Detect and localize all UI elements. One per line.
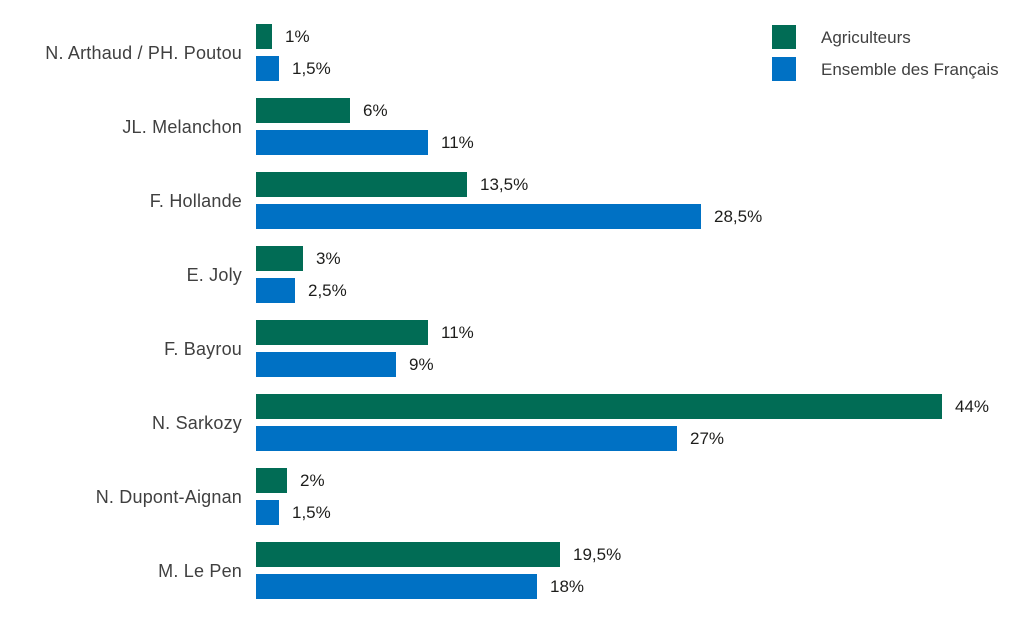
bar-line: 2%	[256, 468, 1009, 493]
chart-row: N. Arthaud / PH. Poutou 1% 1,5%	[0, 24, 1009, 81]
bar-line: 28,5%	[256, 204, 1009, 229]
category-label: F. Bayrou	[164, 338, 242, 359]
chart-row: JL. Melanchon 6% 11%	[0, 98, 1009, 155]
value-label: 1,5%	[292, 503, 331, 522]
legend-item-ensemble-des-francais: Ensemble des Français	[772, 57, 999, 81]
value-label: 1,5%	[292, 59, 331, 78]
chart-row: M. Le Pen 19,5% 18%	[0, 542, 1009, 599]
value-label: 44%	[955, 397, 990, 416]
category-label: E. Joly	[186, 264, 242, 285]
bar-ensemble-des-francais	[256, 426, 677, 451]
bar-ensemble-des-francais	[256, 56, 279, 81]
bar-agriculteurs	[256, 172, 467, 197]
bar-group: 6% 11%	[256, 98, 1009, 155]
bar-ensemble-des-francais	[256, 130, 428, 155]
value-label: 9%	[409, 355, 434, 374]
bar-line: 11%	[256, 130, 1009, 155]
bar-line: 1,5%	[256, 56, 1009, 81]
bar-agriculteurs	[256, 24, 272, 49]
chart-row: F. Bayrou 11% 9%	[0, 320, 1009, 377]
bar-line: 13,5%	[256, 172, 1009, 197]
value-label: 11%	[441, 133, 474, 152]
bar-ensemble-des-francais	[256, 500, 279, 525]
bar-ensemble-des-francais	[256, 204, 701, 229]
legend-item-agriculteurs: Agriculteurs	[772, 25, 999, 49]
bar-line: 9%	[256, 352, 1009, 377]
category-label: N. Sarkozy	[151, 412, 242, 433]
bar-group: 11% 9%	[256, 320, 1009, 377]
category-label: N. Dupont-Aignan	[95, 486, 242, 507]
bar-agriculteurs	[256, 468, 287, 493]
legend-swatch-ensemble-des-francais-icon	[772, 57, 796, 81]
bar-line: 1,5%	[256, 500, 1009, 525]
bar-line: 6%	[256, 98, 1009, 123]
category-label: M. Le Pen	[158, 560, 242, 581]
bar-ensemble-des-francais	[256, 352, 396, 377]
value-label: 19,5%	[573, 545, 622, 564]
bar-agriculteurs	[256, 394, 942, 419]
bar-rows: N. Arthaud / PH. Poutou 1% 1,5% JL. Melanch…	[0, 24, 1009, 599]
chart-row: N. Sarkozy 44% 27%	[0, 394, 1009, 451]
bar-group: 1% 1,5%	[256, 24, 1009, 81]
bar-line: 1%	[256, 24, 1009, 49]
value-label: 28,5%	[714, 207, 763, 226]
bar-agriculteurs	[256, 246, 303, 271]
value-label: 18%	[550, 577, 585, 596]
bar-line: 11%	[256, 320, 1009, 345]
bar-group: 19,5% 18%	[256, 542, 1009, 599]
legend-label: Ensemble des Français	[821, 59, 999, 79]
category-label: JL. Melanchon	[122, 116, 242, 137]
legend-swatch-agriculteurs-icon	[772, 25, 796, 49]
bar-ensemble-des-francais	[256, 574, 537, 599]
legend-label: Agriculteurs	[821, 27, 911, 47]
value-label: 3%	[316, 249, 341, 268]
category-label: F. Hollande	[149, 190, 242, 211]
bar-group: 3% 2,5%	[256, 246, 1009, 303]
bar-agriculteurs	[256, 542, 560, 567]
chart-row: E. Joly 3% 2,5%	[0, 246, 1009, 303]
value-label: 27%	[690, 429, 725, 448]
bar-line: 3%	[256, 246, 1009, 271]
legend: Agriculteurs Ensemble des Français	[772, 25, 999, 81]
bar-line: 44%	[256, 394, 1009, 419]
value-label: 2,5%	[308, 281, 347, 300]
value-label: 13,5%	[480, 175, 529, 194]
value-label: 6%	[363, 101, 388, 120]
value-label: 2%	[300, 471, 325, 490]
bar-ensemble-des-francais	[256, 278, 295, 303]
category-label: N. Arthaud / PH. Poutou	[45, 42, 242, 63]
bar-line: 27%	[256, 426, 1009, 451]
bar-group: 13,5% 28,5%	[256, 172, 1009, 229]
value-label: 1%	[285, 27, 310, 46]
bar-group: 2% 1,5%	[256, 468, 1009, 525]
chart-row: N. Dupont-Aignan 2% 1,5%	[0, 468, 1009, 525]
bar-group: 44% 27%	[256, 394, 1009, 451]
bar-agriculteurs	[256, 98, 350, 123]
chart-row: F. Hollande 13,5% 28,5%	[0, 172, 1009, 229]
bar-agriculteurs	[256, 320, 428, 345]
value-label: 11%	[441, 323, 474, 342]
bar-line: 19,5%	[256, 542, 1009, 567]
bar-line: 18%	[256, 574, 1009, 599]
bar-line: 2,5%	[256, 278, 1009, 303]
